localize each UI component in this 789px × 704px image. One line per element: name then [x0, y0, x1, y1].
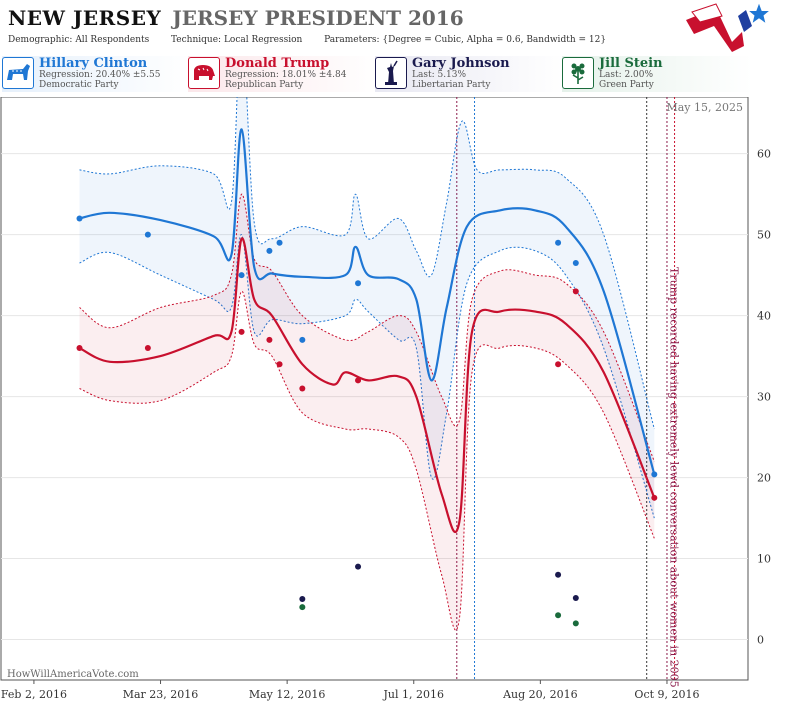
candidate-stat: Last: 5.13%: [412, 70, 467, 80]
parameters-value: {Degree = Cubic, Alpha = 0.6, Bandwidth …: [382, 35, 607, 45]
race-title: JERSEY PRESIDENT 2016: [172, 6, 464, 30]
elephant-icon: [188, 57, 220, 89]
band-lower-line: [79, 290, 655, 631]
poll-chart: 0 10 20 30 40 50 60 Feb 2, 2016 Mar 23, 2016 May …: [0, 97, 771, 701]
poll-point: [238, 272, 245, 279]
poll-point: [555, 571, 562, 578]
poll-point: [355, 377, 362, 384]
state-title: NEW JERSEY: [8, 6, 162, 30]
band-lower-line: [79, 234, 655, 519]
legend-item-stein: Jill Stein Last: 2.00% Green Party: [562, 56, 752, 92]
candidate-name: Gary Johnson: [412, 56, 510, 71]
poll-point: [276, 239, 283, 246]
candidate-stat: Regression: 20.40% ±5.55: [39, 70, 161, 80]
watermark: HowWillAmericaVote.com: [7, 669, 139, 680]
poll-point: [144, 231, 151, 238]
flower-icon: [562, 57, 594, 89]
candidate-stat: Last: 2.00%: [599, 70, 654, 80]
poll-point: [555, 361, 562, 368]
poll-point: [266, 336, 273, 343]
trend-line: [79, 128, 656, 475]
poll-point: [572, 594, 579, 601]
site-logo-icon: [686, 3, 769, 52]
y-tick-label: 20: [757, 472, 771, 485]
poll-point: [355, 280, 362, 287]
confidence-band: [79, 194, 655, 631]
donkey-icon: [2, 57, 34, 89]
poll-point: [144, 345, 151, 352]
x-tick-label: Mar 23, 2016: [123, 688, 199, 701]
y-tick-label: 50: [757, 229, 771, 242]
candidate-party: Democratic Party: [39, 80, 119, 90]
y-tick-label: 10: [757, 553, 771, 566]
poll-point: [299, 604, 306, 611]
poll-point: [572, 288, 579, 295]
poll-point: [276, 361, 283, 368]
technique-label: Technique:: [171, 35, 222, 45]
plot-frame: [0, 97, 749, 681]
legend-item-clinton: Hillary Clinton Regression: 20.40% ±5.55…: [2, 56, 192, 92]
x-tick-label: Oct 9, 2016: [634, 688, 699, 701]
poll-point: [355, 563, 362, 570]
candidate-party: Republican Party: [225, 80, 304, 90]
confidence-band: [79, 97, 655, 519]
poll-point: [572, 620, 579, 627]
poll-point: [76, 215, 83, 222]
x-tick-label: Feb 2, 2016: [1, 688, 67, 701]
poll-point: [299, 385, 306, 392]
x-tick-label: Jul 1, 2016: [382, 688, 444, 701]
poll-point: [76, 345, 83, 352]
y-tick-label: 30: [757, 391, 771, 404]
event-annotation: Trump recorded having extremely lewd con…: [667, 267, 680, 688]
candidate-name: Hillary Clinton: [39, 56, 148, 71]
candidate-name: Jill Stein: [599, 56, 663, 71]
candidate-party: Libertarian Party: [412, 80, 491, 90]
poll-point: [299, 596, 306, 603]
date-stamp: May 15, 2025: [666, 101, 743, 114]
page-title: NEW JERSEY JERSEY PRESIDENT 2016: [8, 6, 464, 30]
y-tick-label: 0: [757, 634, 764, 647]
technique-value: Local Regression: [223, 35, 303, 45]
candidate-party: Green Party: [599, 80, 654, 90]
legend-item-trump: Donald Trump Regression: 18.01% ±4.84 Re…: [188, 56, 378, 92]
poll-point: [555, 239, 562, 246]
parameters-label: Parameters:: [324, 35, 380, 45]
poll-point: [651, 494, 658, 501]
demographic-label: Demographic:: [8, 35, 73, 45]
statue-of-liberty-icon: [375, 57, 407, 89]
y-tick-label: 40: [757, 310, 771, 323]
candidate-stat: Regression: 18.01% ±4.84: [225, 70, 347, 80]
poll-point: [555, 612, 562, 619]
poll-point: [238, 328, 245, 335]
x-tick-label: Aug 20, 2016: [502, 688, 578, 701]
trend-line: [78, 237, 656, 533]
y-tick-label: 60: [757, 148, 771, 161]
band-upper-line: [79, 97, 655, 430]
band-upper-line: [79, 193, 655, 462]
poll-point: [651, 471, 658, 478]
poll-point: [266, 247, 273, 254]
demographic-value: All Respondents: [75, 35, 150, 45]
parameters-row: Demographic: All Respondents Technique: …: [8, 35, 606, 45]
candidate-name: Donald Trump: [225, 56, 330, 71]
poll-point: [572, 259, 579, 266]
poll-point: [299, 336, 306, 343]
x-tick-label: May 12, 2016: [249, 688, 326, 701]
legend-item-johnson: Gary Johnson Last: 5.13% Libertarian Par…: [375, 56, 565, 92]
